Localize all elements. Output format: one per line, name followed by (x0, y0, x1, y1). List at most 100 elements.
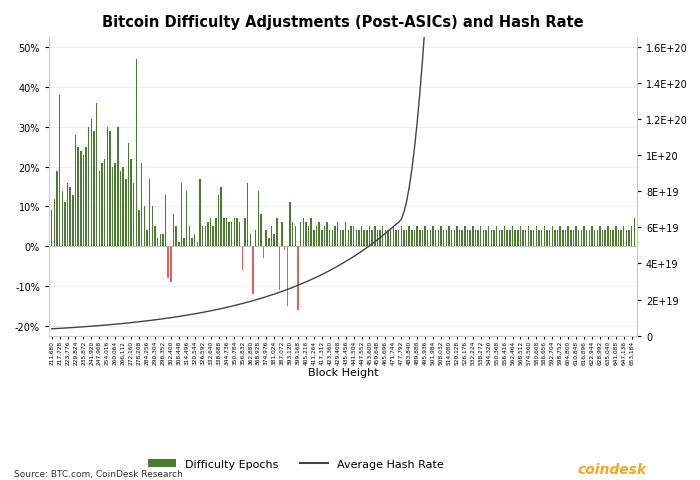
Bar (292, 223, 293, 247)
Bar (454, 231, 455, 247)
Bar (446, 231, 447, 247)
Bar (176, 227, 177, 247)
Bar (377, 231, 378, 247)
Bar (634, 219, 635, 247)
Bar (149, 179, 150, 247)
Bar (519, 227, 522, 247)
Bar (395, 231, 397, 247)
Bar (464, 227, 466, 247)
Bar (125, 179, 127, 247)
Bar (127, 144, 130, 247)
Bar (313, 231, 314, 247)
Bar (167, 247, 169, 278)
Bar (160, 235, 161, 247)
Bar (610, 231, 611, 247)
Bar (62, 191, 63, 247)
Bar (271, 227, 272, 247)
Bar (223, 219, 225, 247)
Bar (300, 223, 302, 247)
Bar (80, 152, 81, 247)
Bar (311, 219, 312, 247)
Bar (536, 227, 537, 247)
Bar (122, 168, 124, 247)
Bar (109, 132, 111, 247)
Bar (154, 227, 155, 247)
Bar (517, 231, 519, 247)
Bar (356, 231, 357, 247)
Bar (570, 231, 571, 247)
Bar (498, 231, 500, 247)
Bar (631, 227, 632, 247)
Bar (302, 219, 304, 247)
Bar (281, 223, 283, 247)
Bar (164, 195, 167, 247)
Bar (433, 227, 434, 247)
Bar (438, 231, 439, 247)
Bar (199, 179, 201, 247)
Bar (496, 227, 498, 247)
Bar (323, 227, 326, 247)
Bar (589, 231, 590, 247)
Bar (183, 239, 185, 247)
Bar (533, 231, 534, 247)
Bar (406, 231, 407, 247)
Bar (279, 247, 280, 290)
Bar (480, 227, 482, 247)
Bar (360, 227, 363, 247)
Bar (268, 239, 270, 247)
Bar (255, 231, 256, 247)
Bar (335, 227, 336, 247)
Bar (528, 227, 529, 247)
Bar (385, 231, 386, 247)
Bar (554, 231, 556, 247)
Bar (387, 231, 388, 247)
Bar (472, 227, 473, 247)
Bar (239, 223, 240, 247)
Bar (332, 231, 333, 247)
Bar (78, 147, 79, 247)
Bar (234, 219, 235, 247)
Bar (419, 231, 421, 247)
Bar (430, 231, 431, 247)
Bar (411, 231, 412, 247)
Bar (91, 120, 92, 247)
Bar (544, 227, 545, 247)
Bar (112, 168, 113, 247)
Bar (318, 223, 320, 247)
Bar (93, 132, 95, 247)
Bar (461, 231, 463, 247)
Bar (202, 227, 204, 247)
Bar (220, 187, 222, 247)
Bar (64, 203, 66, 247)
Bar (133, 183, 134, 247)
Bar (398, 231, 399, 247)
Bar (274, 235, 275, 247)
Bar (390, 231, 391, 247)
Bar (350, 227, 351, 247)
Bar (541, 231, 542, 247)
Bar (456, 227, 458, 247)
Bar (546, 231, 547, 247)
Bar (189, 227, 190, 247)
Bar (152, 207, 153, 247)
Bar (596, 231, 598, 247)
Bar (289, 203, 290, 247)
Bar (475, 231, 476, 247)
Bar (358, 231, 360, 247)
Bar (599, 227, 601, 247)
Bar (250, 235, 251, 247)
Bar (414, 231, 415, 247)
Bar (369, 227, 370, 247)
Bar (575, 227, 577, 247)
Bar (210, 219, 211, 247)
Bar (321, 231, 323, 247)
Bar (427, 231, 428, 247)
Bar (75, 136, 76, 247)
Bar (568, 227, 569, 247)
Bar (578, 231, 580, 247)
Bar (225, 219, 228, 247)
Bar (525, 231, 526, 247)
Bar (491, 231, 492, 247)
Bar (504, 227, 505, 247)
Bar (559, 227, 561, 247)
